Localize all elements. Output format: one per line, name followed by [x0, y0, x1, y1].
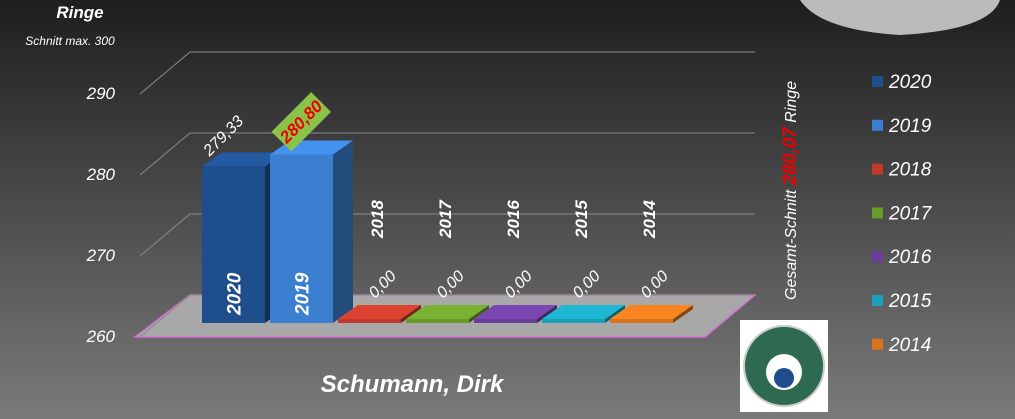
legend-swatch — [872, 207, 883, 219]
value-label-box — [271, 92, 331, 152]
legend-swatch — [872, 251, 883, 263]
bar-face — [610, 319, 673, 323]
bar — [474, 305, 557, 323]
bar-face — [401, 305, 421, 323]
bar-face — [406, 319, 469, 323]
bar-face — [202, 166, 265, 323]
total-annotation: Gesamt-Schnitt 280,07 Ringe — [780, 81, 801, 300]
y-tick-label: 260 — [86, 327, 116, 346]
legend-label: 2016 — [888, 247, 932, 268]
grid-line — [139, 51, 755, 95]
legend-swatch — [872, 119, 883, 131]
bar-face — [333, 140, 353, 323]
bar-face — [474, 305, 557, 319]
legend-label: 2017 — [888, 203, 933, 224]
club-logo — [740, 320, 828, 412]
photo-fragment — [800, 0, 1000, 35]
legend-label: 2015 — [888, 291, 932, 312]
legend-swatch — [872, 76, 883, 87]
bar-category-label: 2019 — [293, 272, 314, 316]
bar — [406, 305, 489, 323]
legend-label: 2019 — [888, 116, 932, 137]
bar-face — [469, 305, 489, 323]
grid-line — [139, 213, 755, 257]
bar-face — [270, 154, 333, 323]
y-axis-subtitle: Schnitt max. 300 — [25, 34, 115, 48]
bar-face — [537, 305, 557, 323]
bar-category-label: 2018 — [368, 200, 387, 239]
x-axis-title: Schumann, Dirk — [321, 371, 505, 398]
bar-face — [202, 152, 285, 167]
bar-face — [542, 305, 625, 319]
bar-category-label: 2014 — [640, 200, 659, 239]
y-axis-title: Ringe — [56, 3, 103, 22]
bar — [542, 305, 625, 323]
legend-label: 2020 — [888, 72, 932, 93]
bar-category-label: 2015 — [572, 200, 591, 239]
y-tick-label: 270 — [86, 246, 116, 265]
legend-swatch — [872, 163, 883, 175]
bar-category-label: 2017 — [436, 199, 455, 239]
bar-category-label: 2020 — [225, 272, 246, 316]
bar-face — [610, 305, 693, 319]
bar-face — [474, 319, 537, 323]
grid-line — [139, 132, 755, 176]
bar-face — [542, 319, 605, 323]
bar-category-label: 2016 — [504, 200, 523, 239]
bar-face — [338, 305, 421, 319]
bar — [610, 305, 693, 323]
bar-face — [605, 305, 625, 323]
bar — [338, 305, 421, 323]
grid-line — [139, 294, 755, 338]
legend-swatch — [872, 338, 883, 350]
y-tick-label: 290 — [86, 84, 116, 103]
legend-swatch — [872, 295, 883, 306]
bar-face — [338, 319, 401, 323]
legend-label: 2014 — [888, 335, 931, 356]
bar-face — [406, 305, 489, 319]
bar-face — [673, 305, 693, 323]
legend-label: 2018 — [888, 160, 932, 181]
y-tick-label: 280 — [86, 165, 116, 184]
